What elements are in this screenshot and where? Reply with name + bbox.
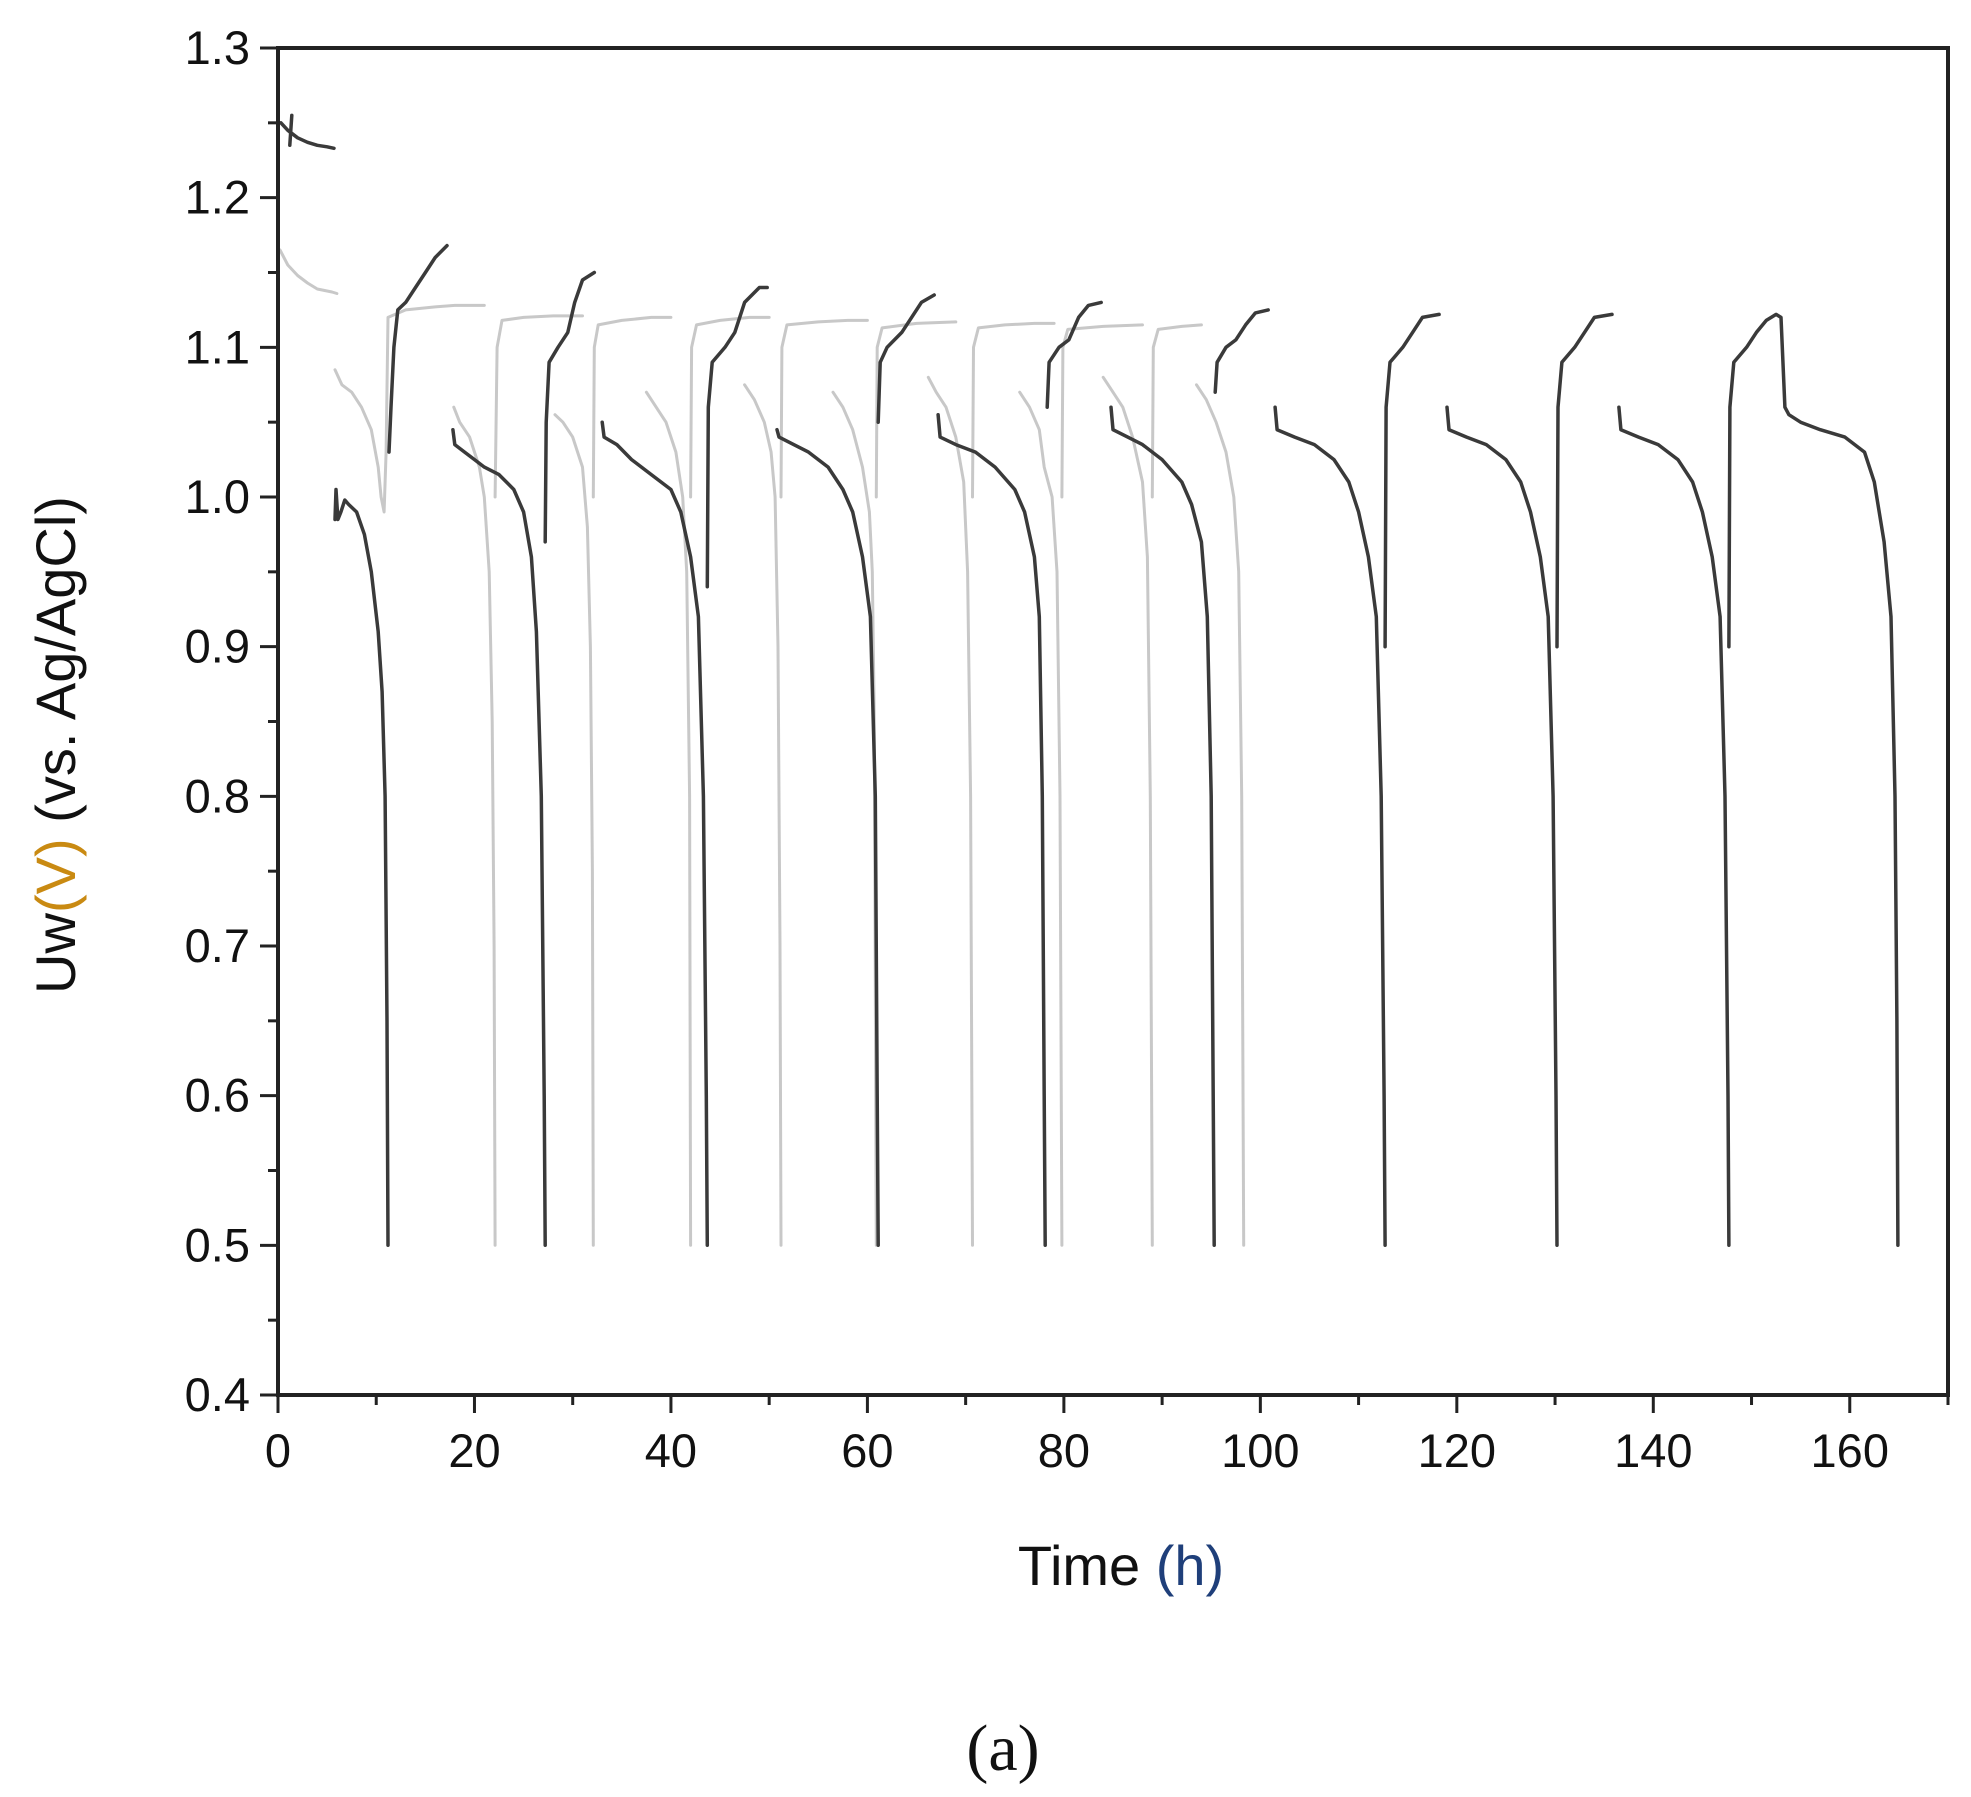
cycle-curve-dark <box>1109 405 1216 1248</box>
x-tick-label: 0 <box>265 1424 291 1477</box>
cycle-curve-light <box>1150 323 1203 499</box>
cycle-curve-dark <box>1045 300 1103 409</box>
x-axis-title-main: Time <box>1018 1534 1156 1597</box>
cycle-curve-light <box>743 383 783 1247</box>
x-tick-label: 80 <box>1038 1424 1090 1477</box>
y-tick-label: 1.3 <box>185 21 250 74</box>
y-tick-label: 0.4 <box>185 1368 250 1421</box>
cycle-curve-dark <box>936 412 1047 1248</box>
x-tick-label: 40 <box>645 1424 697 1477</box>
cycle-curve-light <box>1060 323 1144 499</box>
cycle-curve-light <box>1101 375 1154 1247</box>
y-axis-title-main: Uw <box>24 912 87 993</box>
plot-frame <box>276 46 1950 1397</box>
cycle-curve-dark <box>705 285 769 589</box>
cycle-curve-dark <box>1727 312 1900 1248</box>
cycle-curve-light <box>926 375 974 1247</box>
cycle-curve-light <box>333 303 486 514</box>
cycle-curve-light <box>553 413 595 1247</box>
x-tick-label: 20 <box>448 1424 500 1477</box>
x-tick-label: 60 <box>841 1424 893 1477</box>
y-axis-title: Uw(V) (vs. Ag/AgCl) <box>24 496 87 994</box>
cycle-curve-light <box>779 318 869 499</box>
cycle-curve-light <box>971 321 1056 499</box>
cycle-curve-dark <box>1273 405 1387 1248</box>
cycle-curve-light <box>1195 383 1246 1247</box>
x-axis-title-unit: (h) <box>1156 1534 1224 1597</box>
y-tick-label: 1.2 <box>185 171 250 224</box>
y-axis-title-ref: (vs. Ag/AgCl) <box>24 496 87 838</box>
cycle-curve-light <box>591 315 673 499</box>
cycle-curve-dark <box>775 427 880 1248</box>
y-tick-label: 0.8 <box>185 769 250 822</box>
x-tick-label: 100 <box>1221 1424 1299 1477</box>
cycle-curve-dark <box>1383 312 1441 649</box>
cycle-curve-dark <box>333 487 390 1248</box>
x-axis-ticks: 0 20 40 60 80 100 120 140 160 <box>265 1395 1950 1477</box>
cycle-curve-dark <box>600 420 710 1248</box>
series-layer <box>278 113 1900 1248</box>
cycle-curve-light <box>493 314 584 499</box>
x-tick-label: 160 <box>1811 1424 1889 1477</box>
cycle-curve-dark <box>387 243 449 454</box>
y-tick-label: 0.7 <box>185 919 250 972</box>
cycle-curve-dark <box>1213 308 1270 394</box>
cycle-curve-light <box>278 248 339 295</box>
panel-label: (a) <box>966 1712 1039 1785</box>
y-tick-label: 0.9 <box>185 620 250 673</box>
y-tick-label: 0.5 <box>185 1218 250 1271</box>
cycle-curve-dark <box>1445 405 1559 1248</box>
x-tick-label: 140 <box>1614 1424 1692 1477</box>
cycle-curve-light <box>452 405 497 1247</box>
cycle-curve-light <box>644 390 693 1247</box>
cycle-curve-light <box>689 315 771 499</box>
y-tick-label: 1.0 <box>185 470 250 523</box>
cycle-curve-dark <box>288 113 294 148</box>
x-axis-title: Time (h) <box>1018 1534 1224 1597</box>
plot-area: 0 20 40 60 80 100 120 140 160 0.4 0.5 0.6 0.7 0.8 0.9… <box>185 21 1950 1477</box>
y-axis-title-unit: (V) <box>24 838 87 913</box>
y-tick-label: 0.6 <box>185 1069 250 1122</box>
cycle-curve-dark <box>543 270 597 544</box>
cycle-curve-dark <box>1617 405 1731 1248</box>
cycle-curve-dark <box>876 293 936 424</box>
y-tick-label: 1.1 <box>185 320 250 373</box>
y-axis-ticks: 0.4 0.5 0.6 0.7 0.8 0.9 1.0 1.1 1.2 1.3 <box>185 21 278 1421</box>
x-tick-label: 120 <box>1418 1424 1496 1477</box>
cycle-curve-light <box>1018 390 1064 1247</box>
cycle-curve-dark <box>279 121 336 151</box>
cycle-curve-light <box>874 320 958 499</box>
cycle-curve-dark <box>1555 312 1614 649</box>
cycle-curve-dark <box>451 427 547 1248</box>
